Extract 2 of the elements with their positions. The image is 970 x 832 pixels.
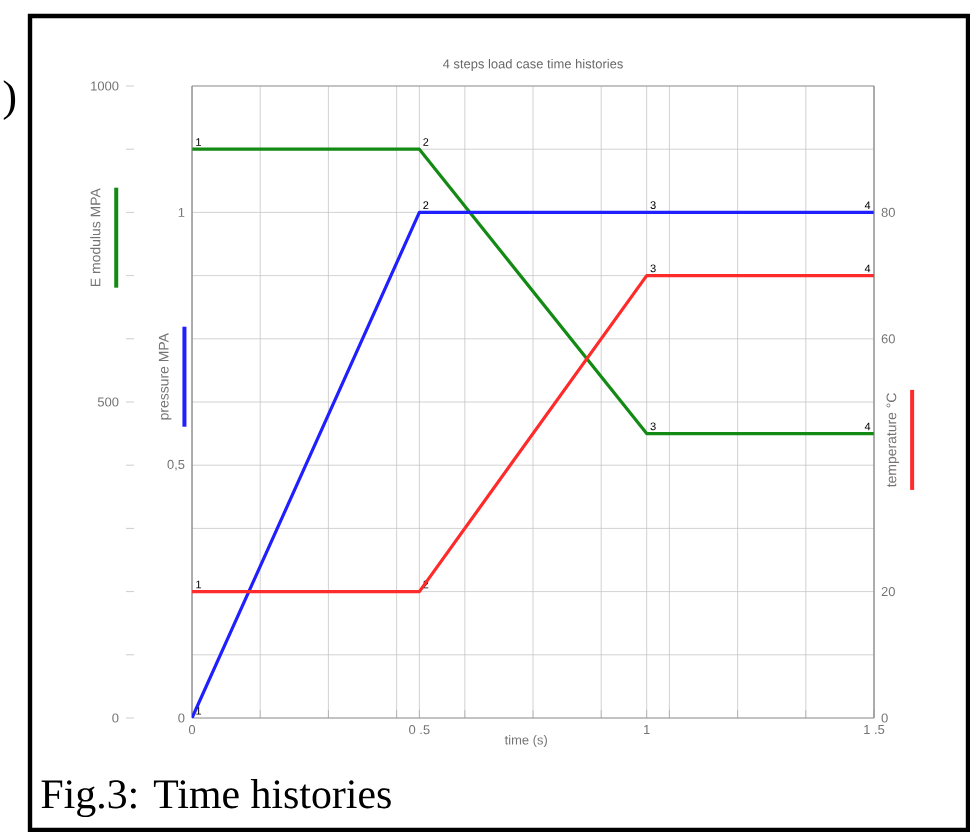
text: ) — [3, 80, 16, 120]
caption: Fig.3: Time histories — [41, 778, 391, 818]
